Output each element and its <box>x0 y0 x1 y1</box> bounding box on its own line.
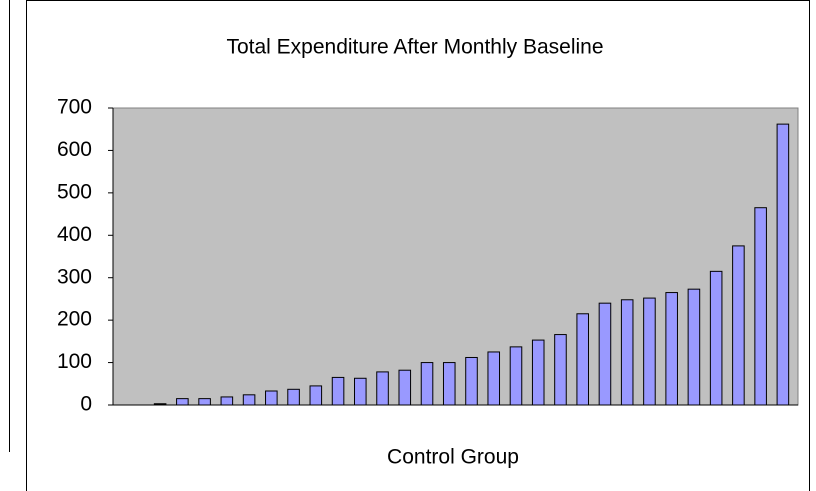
bar <box>776 123 790 406</box>
bar <box>420 362 434 406</box>
bar <box>554 334 567 406</box>
bar <box>665 292 678 406</box>
bar <box>331 376 345 406</box>
bar <box>442 362 456 406</box>
bar <box>687 288 701 406</box>
bar <box>220 396 234 406</box>
y-tick-label: 400 <box>57 223 92 246</box>
bar <box>487 351 501 406</box>
y-tick-label: 500 <box>57 180 92 203</box>
bar <box>509 346 523 406</box>
bar <box>242 394 256 406</box>
x-axis-label: Control Group <box>387 446 519 469</box>
bar <box>287 388 300 406</box>
bar <box>754 207 767 406</box>
bar <box>620 299 634 406</box>
bar <box>354 377 367 406</box>
bar <box>309 385 323 406</box>
bar <box>576 313 589 406</box>
bar <box>598 302 612 406</box>
bar <box>643 297 656 406</box>
y-tick-label: 100 <box>57 350 92 373</box>
y-tick-label: 700 <box>57 96 92 119</box>
bar <box>398 369 412 406</box>
bar <box>465 356 478 406</box>
bar <box>176 398 189 406</box>
bar <box>732 245 745 406</box>
bar <box>198 398 211 406</box>
plot-area <box>112 107 799 406</box>
bar <box>265 390 278 406</box>
bar <box>376 371 389 406</box>
y-tick-label: 200 <box>57 308 92 331</box>
y-tick-label: 300 <box>57 265 92 288</box>
bar <box>531 339 545 406</box>
y-tick-label: 600 <box>57 138 92 161</box>
chart-title: Total Expenditure After Monthly Baseline <box>226 36 603 59</box>
y-tick-label: 0 <box>80 393 92 416</box>
bar <box>709 270 723 406</box>
